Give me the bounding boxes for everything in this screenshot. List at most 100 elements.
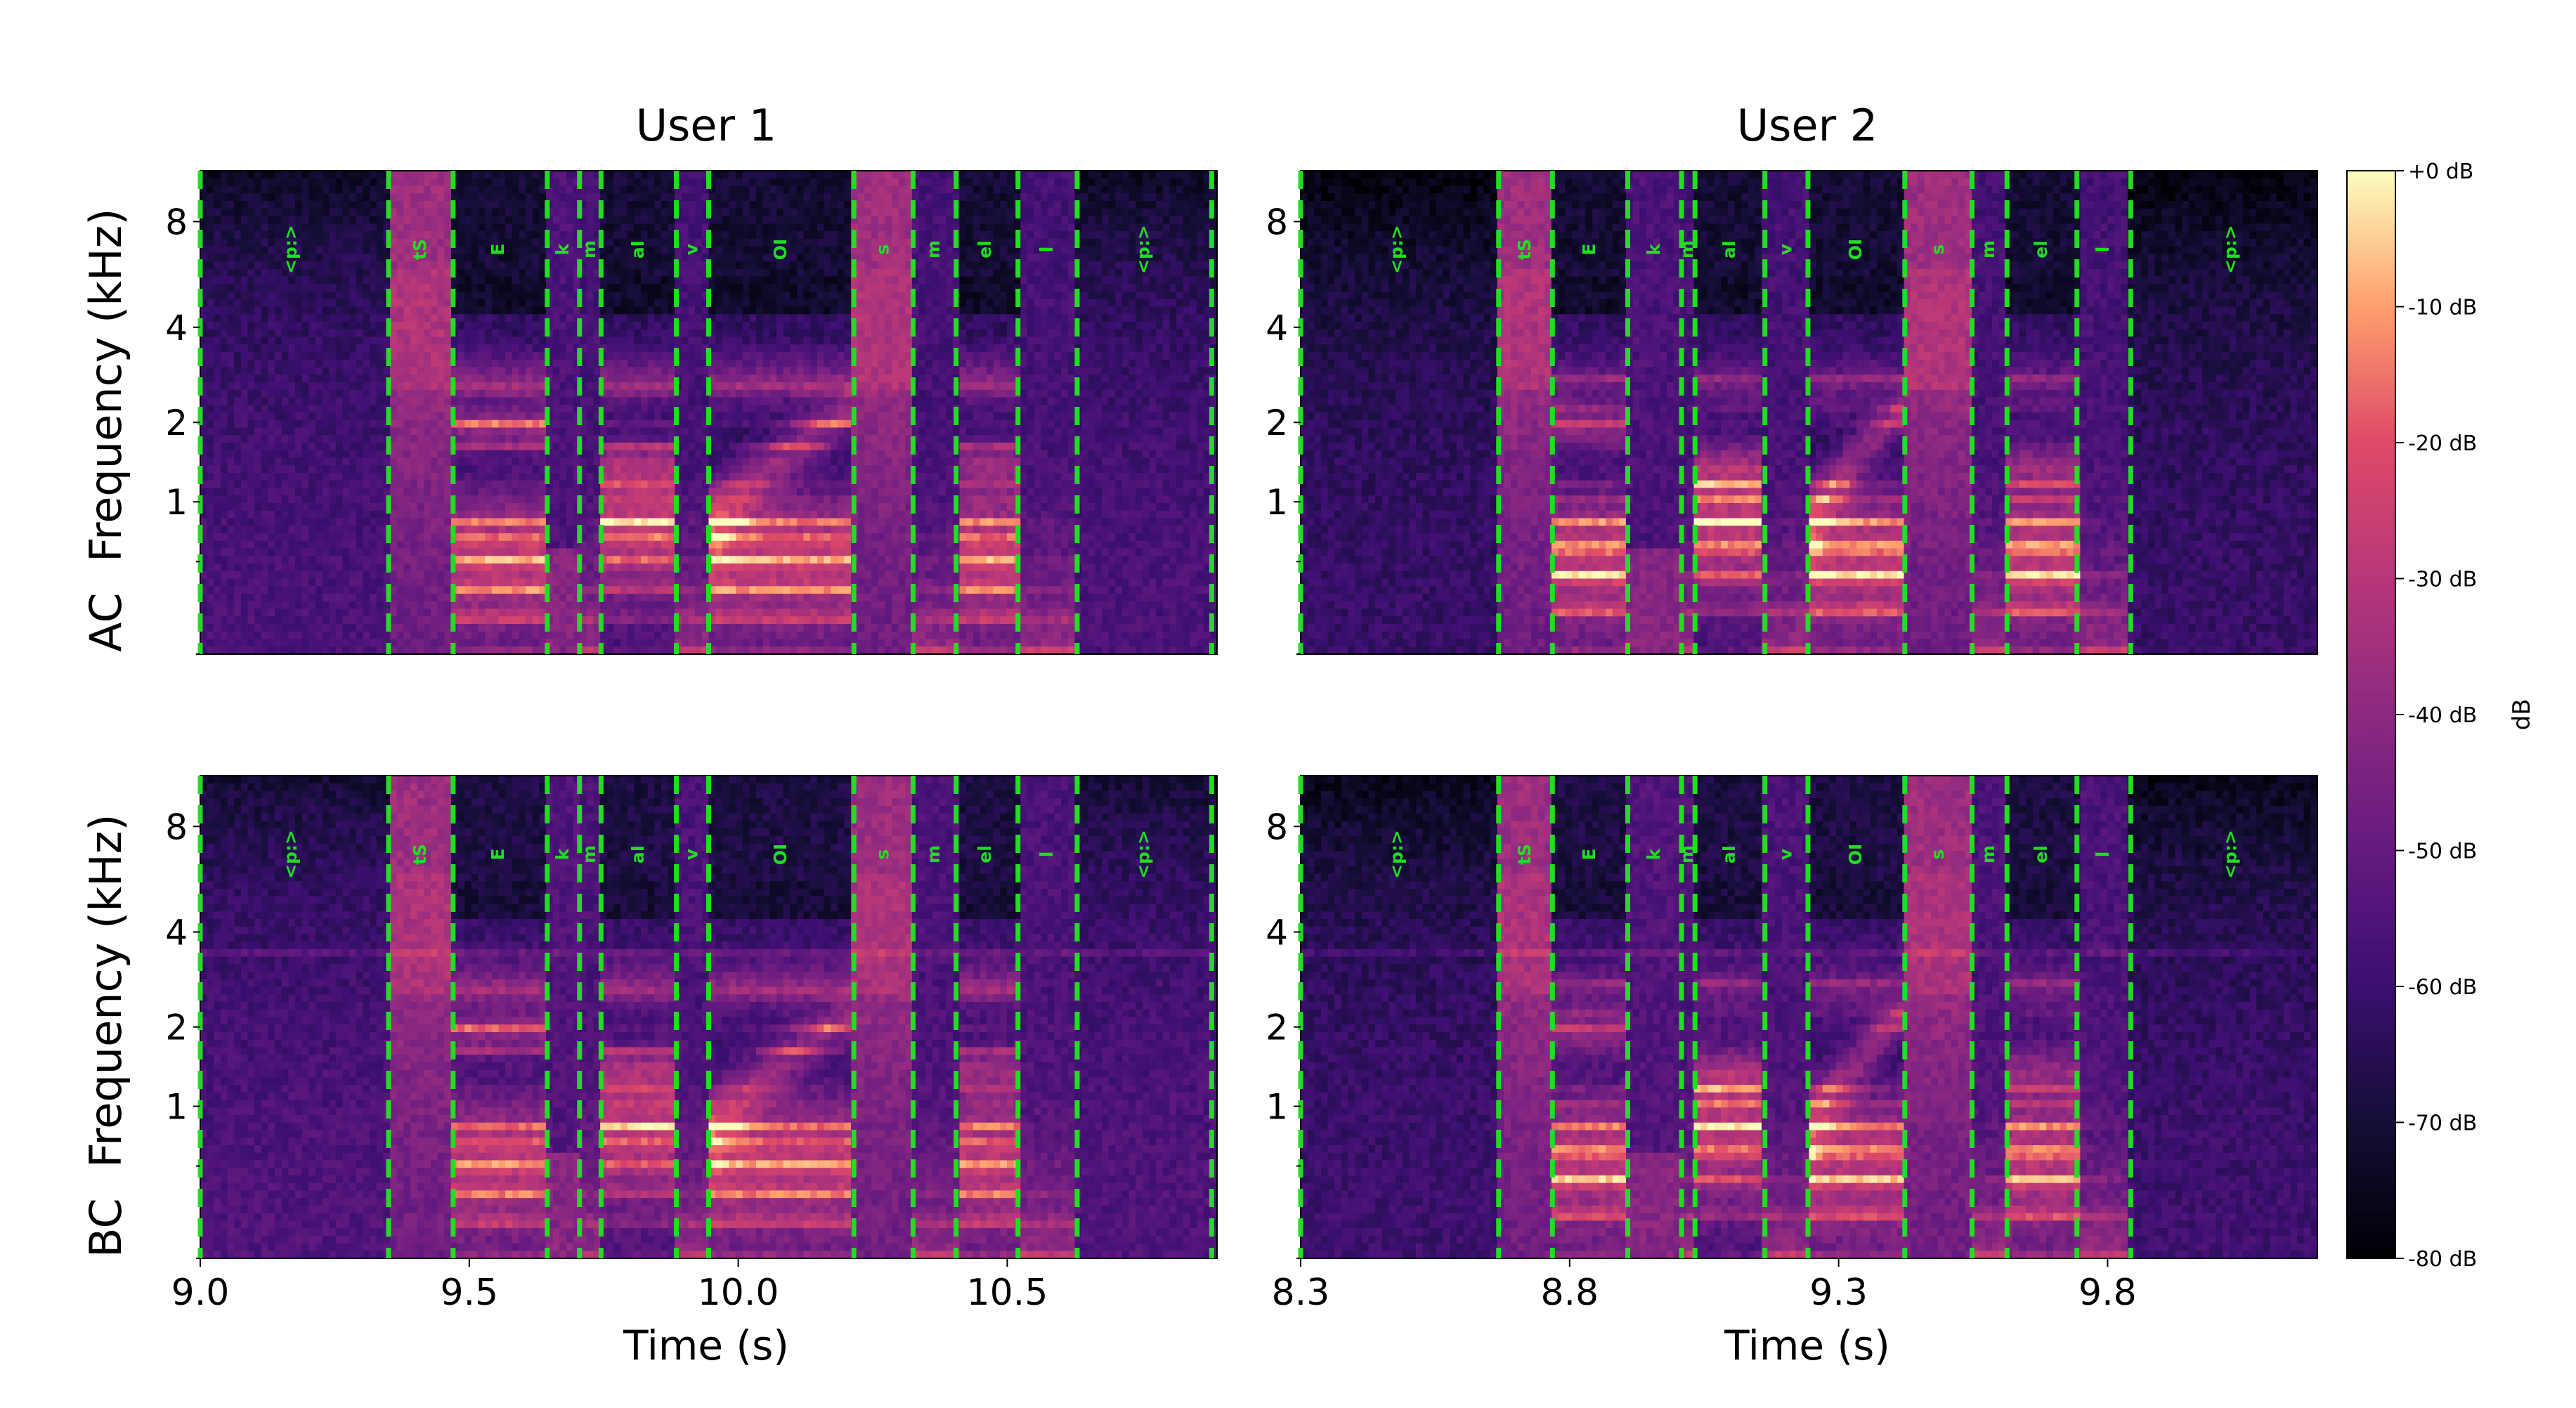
heatmap-cell — [268, 481, 275, 489]
heatmap-cell — [302, 579, 309, 587]
heatmap-cell — [308, 292, 316, 300]
heatmap-cell — [200, 367, 207, 376]
heatmap-cell — [308, 465, 316, 474]
heatmap-cell — [214, 216, 221, 225]
heatmap-cell — [248, 307, 255, 315]
heatmap-cell — [241, 405, 248, 413]
heatmap-cell — [261, 450, 268, 459]
heatmap-cell — [254, 443, 261, 451]
heatmap-cell — [234, 549, 241, 557]
heatmap-cell — [268, 495, 275, 504]
heatmap-cell — [241, 526, 248, 534]
heatmap-cell — [261, 488, 268, 497]
heatmap-cell — [288, 367, 295, 376]
heatmap-cell — [234, 360, 241, 368]
heatmap-cell — [248, 284, 255, 292]
heatmap-cell — [268, 541, 275, 549]
heatmap-cell — [214, 428, 221, 436]
heatmap-cell — [261, 398, 268, 406]
heatmap-cell — [228, 277, 235, 285]
heatmap-cell — [228, 541, 235, 549]
heatmap-cell — [241, 616, 248, 625]
heatmap-cell — [282, 284, 289, 292]
heatmap-cell — [295, 533, 302, 542]
heatmap-cell — [254, 473, 261, 481]
colorbar-ticks: +0 dB-10 dB-20 dB-30 dB-40 dB-50 dB-60 d… — [2395, 159, 2477, 1272]
heatmap-cell — [214, 450, 221, 459]
heatmap-cell — [254, 216, 261, 225]
heatmap-cell — [241, 473, 248, 481]
heatmap-cell — [207, 458, 214, 467]
heatmap-cell — [254, 223, 261, 232]
heatmap-cell — [288, 193, 295, 202]
heatmap-cell — [234, 563, 241, 572]
heatmap-cell — [308, 450, 316, 459]
heatmap-cell — [234, 322, 241, 330]
heatmap-cell — [214, 511, 221, 519]
heatmap-cell — [241, 209, 248, 217]
heatmap-cell — [234, 254, 241, 262]
heatmap-cell — [254, 533, 261, 542]
heatmap-cell — [268, 201, 275, 209]
heatmap-cell — [308, 374, 316, 383]
heatmap-cell — [302, 639, 309, 648]
heatmap-cell — [214, 594, 221, 602]
heatmap-cell — [261, 254, 268, 262]
heatmap-cell — [275, 473, 282, 481]
heatmap-cell — [248, 352, 255, 360]
heatmap-cell — [295, 563, 302, 572]
heatmap-cell — [234, 337, 241, 346]
heatmap-cell — [214, 360, 221, 368]
heatmap-cell — [275, 382, 282, 391]
heatmap-cell — [234, 488, 241, 497]
heatmap-cell — [261, 314, 268, 322]
heatmap-cell — [302, 367, 309, 376]
heatmap-cell — [234, 639, 241, 648]
heatmap-cell — [228, 322, 235, 330]
heatmap-cell — [308, 541, 316, 549]
heatmap-cell — [275, 519, 282, 527]
heatmap-cell — [228, 443, 235, 451]
heatmap-cell — [241, 247, 248, 255]
heatmap-cell — [248, 277, 255, 285]
heatmap-cell — [288, 201, 295, 209]
heatmap-cell — [228, 171, 235, 179]
heatmap-cell — [214, 616, 221, 625]
heatmap-cell — [288, 556, 295, 564]
heatmap-cell — [295, 367, 302, 376]
heatmap-cell — [221, 382, 228, 391]
heatmap-cell — [282, 632, 289, 640]
heatmap-cell — [268, 344, 275, 353]
heatmap-cell — [302, 382, 309, 391]
heatmap-cell — [275, 390, 282, 398]
heatmap-cell — [288, 450, 295, 459]
heatmap-cell — [221, 594, 228, 602]
heatmap-cell — [234, 503, 241, 511]
heatmap-cell — [234, 609, 241, 618]
heatmap-cell — [254, 247, 261, 255]
heatmap-cell — [228, 382, 235, 391]
heatmap-cell — [254, 209, 261, 217]
heatmap-cell — [214, 223, 221, 232]
heatmap-cell — [288, 171, 295, 179]
heatmap-cell — [207, 526, 214, 534]
heatmap-cell — [241, 632, 248, 640]
heatmap-cell — [275, 337, 282, 346]
heatmap-cell — [200, 488, 207, 497]
heatmap-cell — [214, 231, 221, 240]
heatmap-cell — [275, 171, 282, 179]
heatmap-cell — [234, 519, 241, 527]
heatmap-cell — [228, 579, 235, 587]
ylabel-top: Frequency (kHz) — [80, 209, 131, 562]
heatmap-cell — [275, 216, 282, 225]
heatmap-cell — [228, 563, 235, 572]
heatmap-cell — [254, 231, 261, 240]
heatmap-cell — [254, 330, 261, 338]
heatmap-cell — [275, 201, 282, 209]
heatmap-cell — [248, 458, 255, 467]
heatmap-cell — [275, 443, 282, 451]
heatmap-cell — [228, 526, 235, 534]
heatmap-cell — [275, 601, 282, 610]
heatmap-cell — [207, 261, 214, 270]
heatmap-cell — [268, 563, 275, 572]
